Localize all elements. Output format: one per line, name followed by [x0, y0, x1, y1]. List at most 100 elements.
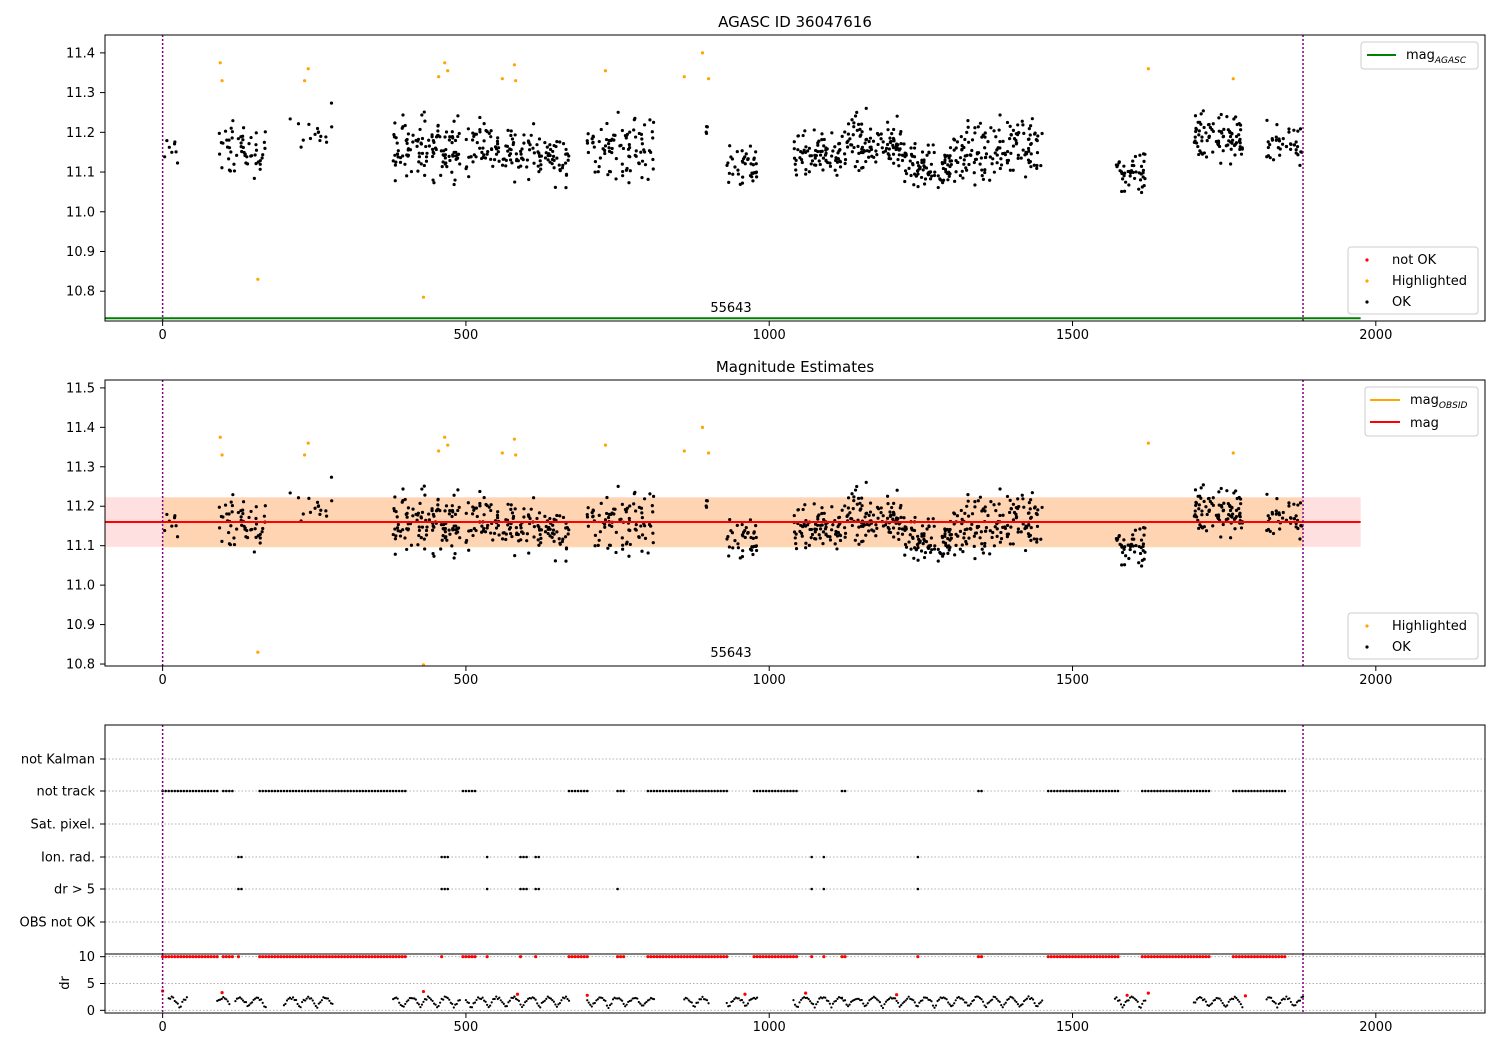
- dr-point: [1285, 995, 1288, 998]
- ok-point: [821, 542, 825, 546]
- ok-point: [528, 143, 532, 147]
- ok-point: [853, 165, 857, 169]
- ok-point: [947, 548, 951, 552]
- ok-point: [959, 508, 963, 513]
- ok-point: [1133, 528, 1138, 532]
- dr-point: [742, 1001, 745, 1004]
- dr-point: [220, 997, 223, 1000]
- ok-point: [241, 134, 245, 138]
- dr-point: [642, 1004, 645, 1007]
- flag-point: [388, 789, 392, 793]
- ok-point: [1266, 145, 1270, 150]
- ok-point: [561, 163, 565, 167]
- flag-point: [221, 789, 225, 793]
- ok-point: [850, 492, 854, 496]
- dr-point: [328, 999, 331, 1002]
- ok-point: [454, 157, 458, 161]
- ok-point: [1193, 114, 1198, 118]
- ok-point: [231, 493, 235, 497]
- dr-point: [1119, 1003, 1123, 1006]
- ok-point: [1032, 537, 1036, 541]
- legend-label-not-ok: not OK: [1392, 253, 1437, 268]
- ok-point: [861, 150, 865, 155]
- ok-point: [525, 539, 529, 543]
- dr-clipped-point: [224, 955, 228, 959]
- dr-clipped-point: [1067, 955, 1072, 959]
- dr-clipped-point: [221, 955, 225, 959]
- ok-point: [525, 165, 529, 169]
- dr-point: [437, 1004, 440, 1008]
- ok-point: [431, 552, 435, 556]
- flag-point: [443, 887, 446, 891]
- dr-point: [1012, 997, 1015, 1000]
- dr-clipped-point: [288, 955, 292, 959]
- dr-point: [1025, 997, 1029, 1000]
- ok-point: [296, 122, 301, 126]
- ok-point: [536, 164, 540, 168]
- ok-point: [1294, 151, 1298, 155]
- dr-point: [816, 1000, 819, 1004]
- ok-point: [731, 546, 735, 550]
- ok-point: [403, 162, 407, 166]
- ok-point: [1211, 122, 1215, 126]
- ok-point: [241, 126, 246, 130]
- ok-point: [801, 507, 805, 512]
- ok-point: [1016, 530, 1020, 534]
- ok-point: [794, 546, 799, 551]
- ok-point: [561, 515, 566, 520]
- ok-point: [853, 488, 858, 492]
- ok-point: [420, 151, 425, 155]
- ok-point: [453, 552, 457, 556]
- flag-point: [670, 789, 674, 793]
- ok-point: [628, 169, 632, 173]
- magnitude-y-tick-label: 11.4: [66, 421, 95, 436]
- ok-point: [648, 492, 652, 496]
- ok-point: [830, 505, 834, 509]
- dr-point: [525, 999, 528, 1003]
- highlighted-point: [218, 61, 222, 65]
- ok-point: [728, 144, 732, 148]
- dr-clipped-point: [1149, 955, 1153, 959]
- ok-point: [1265, 528, 1269, 533]
- ok-point: [522, 133, 526, 137]
- ok-point: [725, 163, 729, 167]
- dr-clipped-point: [1255, 955, 1260, 959]
- ok-point: [639, 150, 643, 154]
- ok-point: [519, 164, 523, 168]
- ok-point: [607, 149, 612, 153]
- ok-point: [887, 147, 891, 151]
- dr-point: [869, 998, 872, 1001]
- ok-point: [948, 527, 952, 532]
- ok-point: [1228, 504, 1232, 508]
- ok-point: [1008, 498, 1012, 502]
- ok-point: [855, 533, 859, 537]
- dr-point: [846, 1005, 850, 1008]
- ok-point: [392, 135, 397, 139]
- ok-point: [743, 162, 747, 166]
- dr-point: [517, 999, 521, 1003]
- dr-point: [1203, 998, 1206, 1001]
- ok-point: [552, 517, 556, 521]
- ok-point: [746, 531, 750, 535]
- ok-point: [553, 559, 557, 563]
- ok-point: [891, 136, 896, 141]
- agasc-obsid-label: 55643: [710, 301, 751, 316]
- ok-point: [888, 530, 893, 535]
- dr-clipped-point: [719, 955, 723, 959]
- ok-point: [998, 140, 1002, 144]
- ok-point: [489, 503, 493, 507]
- dr-clipped-point: [279, 955, 283, 959]
- dr-clipped-point: [1083, 955, 1087, 959]
- ok-point: [843, 526, 847, 530]
- ok-point: [539, 163, 543, 167]
- flag-point: [355, 789, 359, 793]
- ok-point: [1003, 153, 1008, 157]
- ok-point: [221, 141, 225, 145]
- ok-point: [748, 518, 753, 522]
- ok-point: [539, 528, 544, 532]
- dr-clipped-point: [264, 955, 268, 959]
- ok-point: [1016, 123, 1020, 127]
- dr-point: [746, 1002, 750, 1005]
- ok-point: [1216, 143, 1221, 147]
- ok-point: [585, 512, 589, 517]
